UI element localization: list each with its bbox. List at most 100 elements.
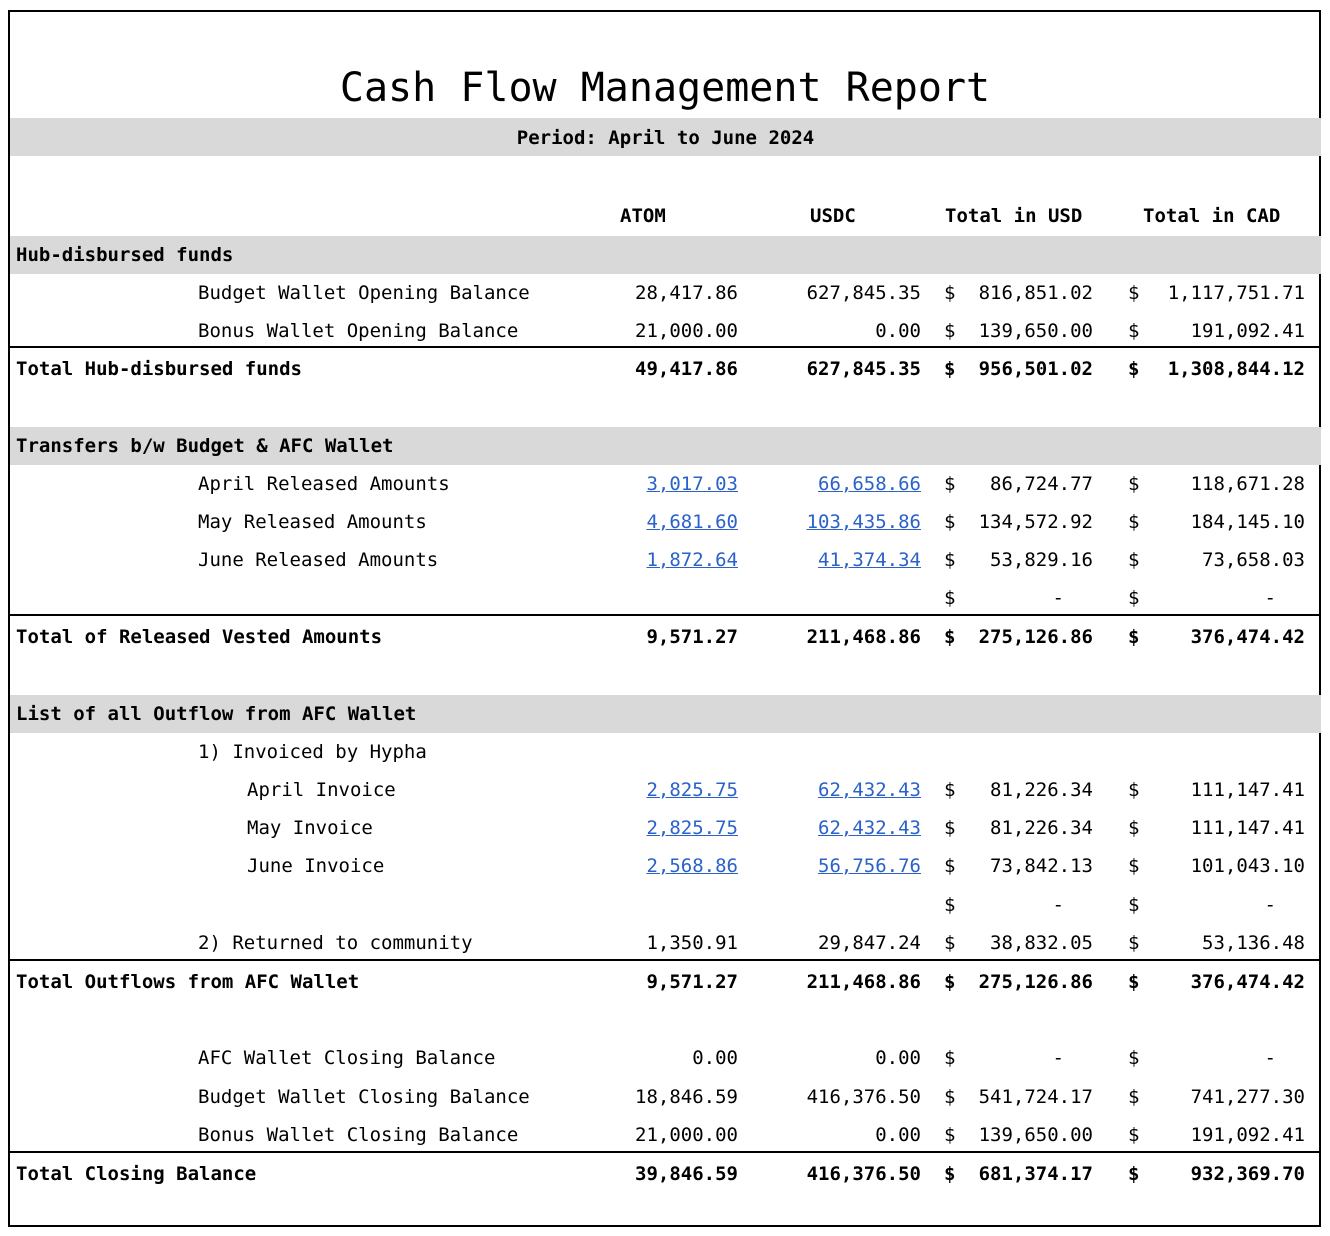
cad-value: 1,117,751.71 [1167,282,1305,304]
usd-value: 134,572.92 [978,511,1093,533]
cad-value: 111,147.41 [1190,779,1305,801]
atom-value: 9,571.27 [646,626,738,648]
usd-symbol: $ [944,855,956,877]
atom-link[interactable]: 3,017.03 [646,473,738,495]
usd-symbol: $ [944,511,956,533]
usd-symbol: $ [944,817,956,839]
row-label: 2) Returned to community [198,932,473,954]
usd-symbol: $ [944,358,956,380]
usdc-link[interactable]: 62,432.43 [818,817,921,839]
usdc-value: 0.00 [875,1124,921,1146]
row-label: Bonus Wallet Opening Balance [198,320,519,342]
total-divider [10,346,1321,348]
cad-symbol: $ [1128,1163,1140,1185]
cad-value: 932,369.70 [1190,1163,1305,1185]
section-header-outflow: List of all Outflow from AFC Wallet [10,695,1321,733]
usdc-value: 211,468.86 [806,626,921,648]
table-row: June Invoice 2,568.86 56,756.76 $ 73,842… [10,847,1321,885]
table-row: Budget Wallet Opening Balance 28,417.86 … [10,274,1321,312]
row-label: Total of Released Vested Amounts [16,626,383,648]
cad-dash: - [1264,1047,1276,1069]
usdc-value: 627,845.35 [806,282,921,304]
section-title: List of all Outflow from AFC Wallet [16,703,417,725]
table-row: June Released Amounts 1,872.64 41,374.34… [10,541,1321,579]
cad-symbol: $ [1128,549,1140,571]
cad-symbol: $ [1128,511,1140,533]
row-label: April Released Amounts [198,473,450,495]
row-label: Budget Wallet Closing Balance [198,1086,530,1108]
usd-value: 541,724.17 [978,1086,1093,1108]
column-header-usdc: USDC [810,205,856,227]
atom-link[interactable]: 2,825.75 [646,817,738,839]
atom-value: 39,846.59 [635,1163,738,1185]
total-divider [10,1151,1321,1153]
group-label: 1) Invoiced by Hypha [198,741,427,763]
usd-symbol: $ [944,1047,956,1069]
cad-symbol: $ [1128,626,1140,648]
row-label: May Invoice [247,817,373,839]
usdc-link[interactable]: 66,658.66 [818,473,921,495]
usdc-value: 627,845.35 [806,358,921,380]
atom-link[interactable]: 1,872.64 [646,549,738,571]
row-label: May Released Amounts [198,511,427,533]
usd-symbol: $ [944,320,956,342]
cad-symbol: $ [1128,817,1140,839]
cad-symbol: $ [1128,358,1140,380]
cad-dash: - [1264,587,1276,609]
atom-value: 1,350.91 [646,932,738,954]
cad-symbol: $ [1128,320,1140,342]
table-row: May Invoice 2,825.75 62,432.43 $ 81,226.… [10,809,1321,847]
atom-link[interactable]: 4,681.60 [646,511,738,533]
usdc-link[interactable]: 103,435.86 [806,511,921,533]
row-label: Budget Wallet Opening Balance [198,282,530,304]
atom-link[interactable]: 2,825.75 [646,779,738,801]
table-row: April Invoice 2,825.75 62,432.43 $ 81,22… [10,771,1321,809]
cad-symbol: $ [1128,1086,1140,1108]
usdc-link[interactable]: 56,756.76 [818,855,921,877]
table-row-empty: $ - $ - [10,886,1321,924]
cad-symbol: $ [1128,587,1140,609]
total-divider [10,614,1321,616]
usd-value: 86,724.77 [990,473,1093,495]
atom-value: 21,000.00 [635,1124,738,1146]
row-label: June Released Amounts [198,549,439,571]
usdc-value: 416,376.50 [806,1163,921,1185]
usd-symbol: $ [944,626,956,648]
cad-value: 191,092.41 [1190,320,1305,342]
usdc-value: 29,847.24 [818,932,921,954]
usdc-link[interactable]: 62,432.43 [818,779,921,801]
cad-symbol: $ [1128,894,1140,916]
cad-value: 118,671.28 [1190,473,1305,495]
usdc-link[interactable]: 41,374.34 [818,549,921,571]
report-frame [8,10,1321,1227]
table-row: May Released Amounts 4,681.60 103,435.86… [10,503,1321,541]
table-row: Bonus Wallet Opening Balance 21,000.00 0… [10,312,1321,350]
cad-value: 1,308,844.12 [1167,358,1305,380]
usd-value: 81,226.34 [990,817,1093,839]
atom-link[interactable]: 2,568.86 [646,855,738,877]
cad-symbol: $ [1128,971,1140,993]
cad-value: 73,658.03 [1202,549,1305,571]
usd-symbol: $ [944,779,956,801]
table-row: 2) Returned to community 1,350.91 29,847… [10,924,1321,962]
cad-value: 111,147.41 [1190,817,1305,839]
cad-dash: - [1264,894,1276,916]
atom-value: 9,571.27 [646,971,738,993]
cad-value: 53,136.48 [1202,932,1305,954]
table-row: AFC Wallet Closing Balance 0.00 0.00 $ -… [10,1039,1321,1077]
section-header-transfers: Transfers b/w Budget & AFC Wallet [10,427,1321,465]
section-title: Transfers b/w Budget & AFC Wallet [16,435,394,457]
atom-value: 28,417.86 [635,282,738,304]
usdc-value: 0.00 [875,1047,921,1069]
table-row: Budget Wallet Closing Balance 18,846.59 … [10,1078,1321,1116]
section-title: Hub-disbursed funds [16,244,234,266]
cad-symbol: $ [1128,473,1140,495]
total-row-outflows: Total Outflows from AFC Wallet 9,571.27 … [10,963,1321,1001]
atom-value: 0.00 [692,1047,738,1069]
atom-value: 18,846.59 [635,1086,738,1108]
cad-value: 376,474.42 [1190,626,1305,648]
section-header-hub: Hub-disbursed funds [10,236,1321,274]
row-label: AFC Wallet Closing Balance [198,1047,496,1069]
column-header-total-cad: Total in CAD [1143,205,1281,227]
total-row-released: Total of Released Vested Amounts 9,571.2… [10,618,1321,656]
